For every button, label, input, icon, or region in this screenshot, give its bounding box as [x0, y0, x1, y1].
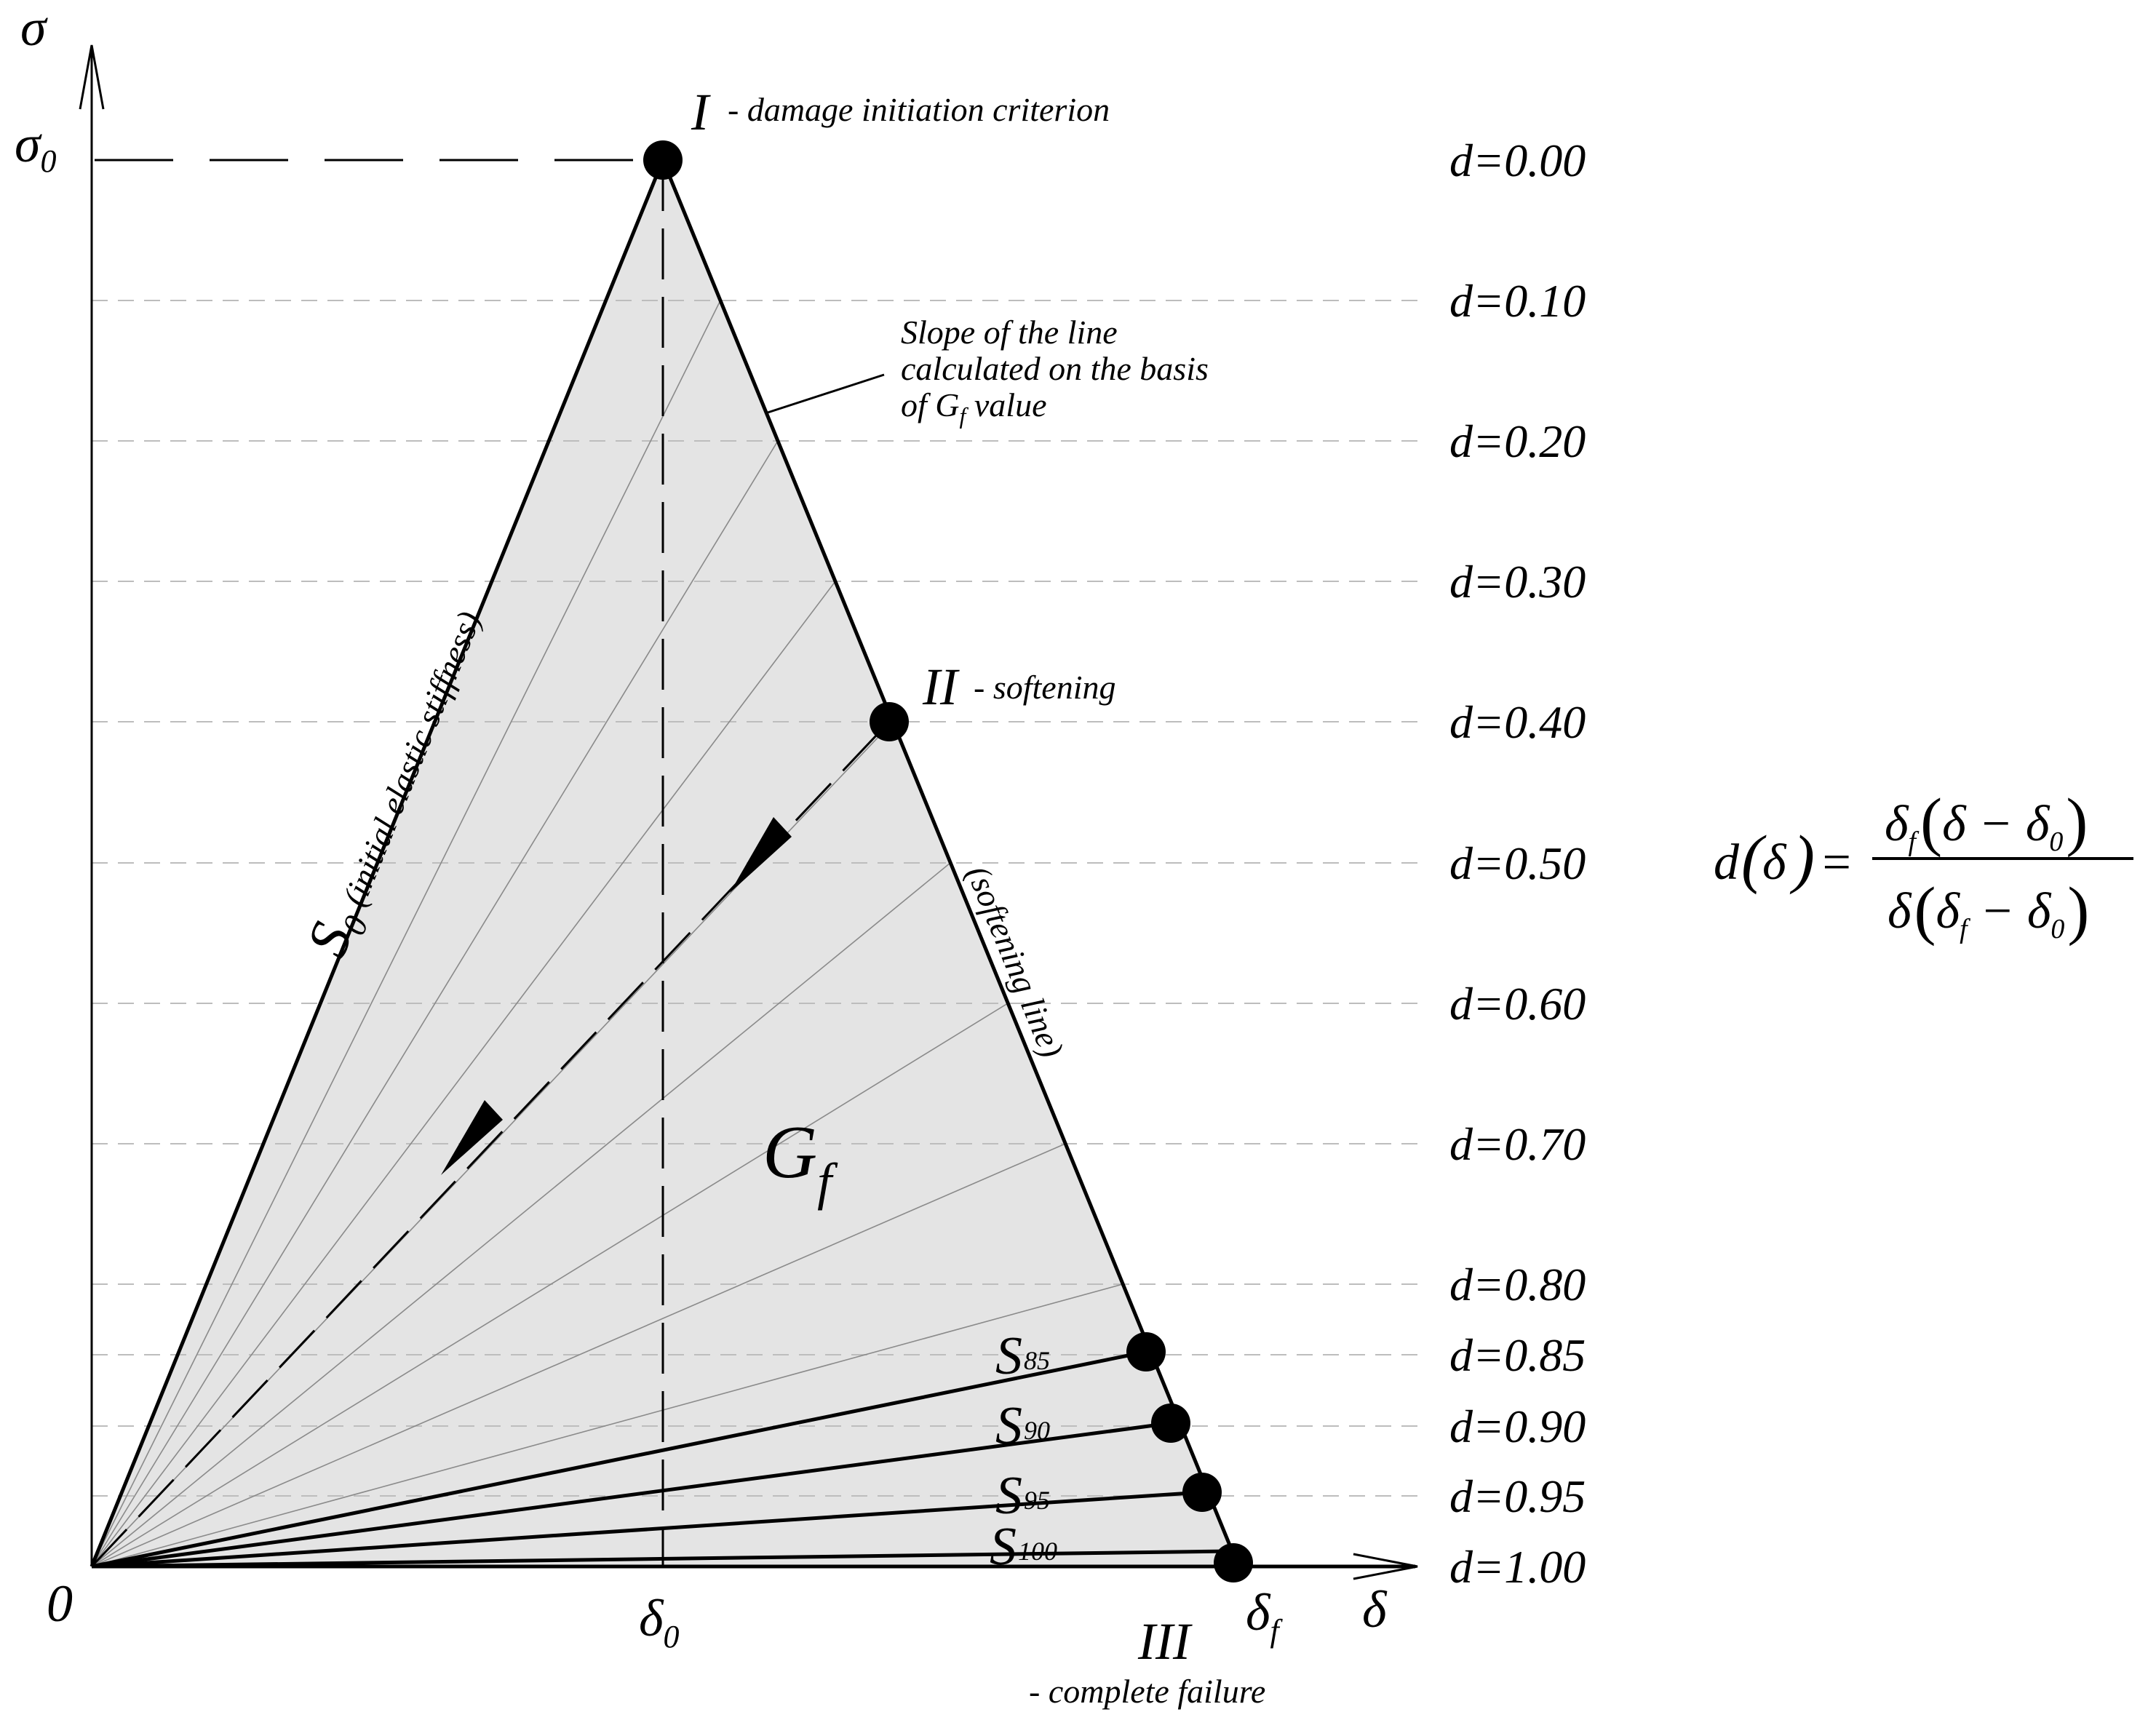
s90-label: S90	[995, 1396, 1050, 1456]
elastic-line	[90, 159, 665, 1567]
damage-label: d=0.20	[1449, 415, 1586, 467]
point-iii-marker	[1214, 1543, 1253, 1582]
damage-label: d=0.40	[1449, 696, 1586, 748]
point-iii-numeral: III	[1137, 1612, 1193, 1671]
point-i-marker	[643, 140, 683, 180]
point-i-numeral: I	[691, 83, 711, 141]
formula-lhs-d: d	[1714, 835, 1740, 891]
damage-formula: d ( δ ) = δf(δ − δ0) δ(δf − δ0)	[1714, 786, 2133, 947]
s85-label: S85	[995, 1326, 1050, 1386]
secant-stiffness-lines	[91, 1350, 1230, 1569]
s85-marker	[1126, 1332, 1166, 1371]
slope-note-line3: of Gf value	[901, 386, 1047, 429]
damage-label: d=0.00	[1449, 135, 1586, 186]
damage-label: d=0.80	[1449, 1259, 1586, 1310]
damage-label: d=0.85	[1449, 1329, 1586, 1381]
s100-label: S100	[990, 1517, 1057, 1577]
s85-line	[91, 1350, 1147, 1569]
s95-label: S95	[995, 1466, 1050, 1526]
arrowhead-lower	[441, 1100, 503, 1175]
origin-label: 0	[47, 1574, 73, 1633]
y-axis-arrow	[79, 44, 105, 110]
s100-line	[91, 1549, 1230, 1569]
x-axis-label: δ	[1362, 1580, 1388, 1639]
x-axis-arrow	[1353, 1553, 1418, 1580]
s95-marker	[1182, 1473, 1222, 1512]
damage-label: d=0.50	[1449, 837, 1586, 889]
formula-equals: =	[1819, 835, 1853, 891]
sigma0-label: σ0	[15, 115, 57, 179]
damage-label: d=1.00	[1449, 1541, 1586, 1593]
y-axis-label: σ	[20, 0, 48, 57]
point-ii-numeral: II	[922, 658, 960, 716]
s90-marker	[1151, 1403, 1190, 1443]
point-ii-text: - softening	[974, 669, 1115, 706]
formula-lhs-open: (	[1741, 823, 1767, 895]
delta0-label: δ0	[639, 1589, 679, 1655]
formula-lhs-arg: δ	[1762, 835, 1787, 891]
formula-lhs-close: )	[1789, 823, 1815, 895]
secant-lines	[91, 300, 1123, 1567]
point-iii-text: - complete failure	[1029, 1673, 1265, 1710]
slope-note-line2: calculated on the basis	[901, 350, 1209, 387]
damage-label: d=0.60	[1449, 978, 1586, 1030]
slope-note-line1: Slope of the line	[901, 314, 1118, 351]
softening-line	[661, 159, 1241, 1567]
damage-label: d=0.30	[1449, 556, 1586, 608]
damage-label: d=0.70	[1449, 1118, 1586, 1170]
s90-line	[91, 1421, 1172, 1569]
point-i-text: - damage initiation criterion	[728, 91, 1110, 128]
s95-line	[91, 1490, 1203, 1569]
formula-denominator: δ(δf − δ0)	[1888, 875, 2089, 947]
damage-label: d=0.95	[1449, 1470, 1586, 1522]
fracture-energy-area	[92, 160, 1238, 1566]
damage-label: d=0.90	[1449, 1401, 1586, 1452]
arrowhead-upper	[730, 817, 792, 893]
damage-label: d=0.10	[1449, 275, 1586, 327]
deltaf-label: δf	[1246, 1583, 1283, 1649]
point-ii-marker	[870, 702, 909, 741]
slope-leader	[767, 373, 885, 414]
formula-numerator: δf(δ − δ0)	[1885, 786, 2088, 858]
